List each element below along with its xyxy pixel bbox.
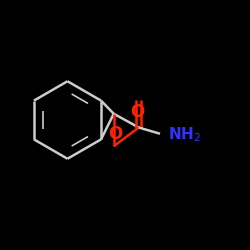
Text: NH$_2$: NH$_2$ bbox=[168, 126, 200, 144]
Text: O: O bbox=[130, 103, 144, 121]
Text: O: O bbox=[108, 125, 122, 143]
